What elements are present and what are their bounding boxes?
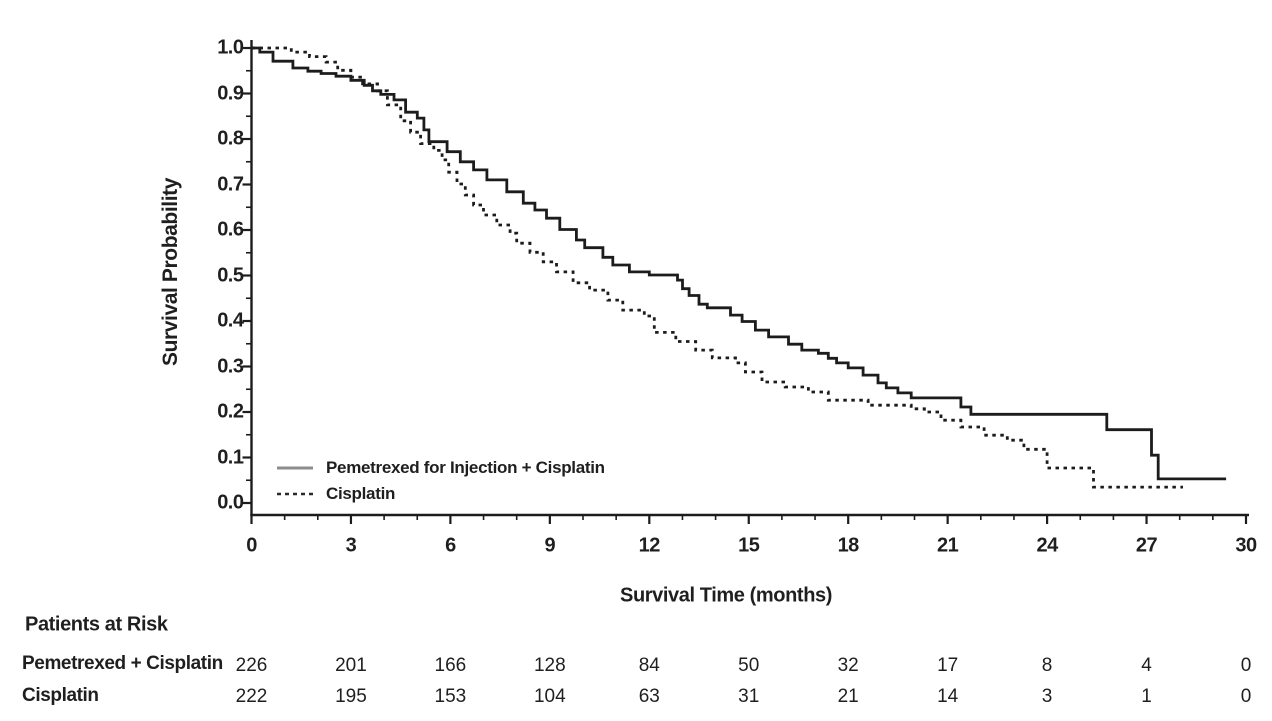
x-tick-label: 27 xyxy=(1135,534,1158,557)
at-risk-row-label-cisplatin: Cisplatin xyxy=(22,685,99,706)
x-tick-label: 0 xyxy=(246,534,257,557)
y-tick-label: 0.4 xyxy=(217,309,244,332)
y-tick-label: 0.7 xyxy=(217,173,244,195)
at-risk-count: 14 xyxy=(937,686,959,707)
dashed-line-sample-icon xyxy=(277,492,313,496)
solid-line-sample-icon xyxy=(277,466,313,470)
x-tick-label: 3 xyxy=(345,534,357,557)
at-risk-row-label-pemetrexed-cisplatin: Pemetrexed + Cisplatin xyxy=(22,653,223,674)
x-tick-label: 30 xyxy=(1235,534,1257,557)
at-risk-count: 153 xyxy=(434,686,467,707)
y-tick-label: 0.5 xyxy=(217,264,244,286)
at-risk-count: 8 xyxy=(1041,655,1053,676)
x-tick-label: 21 xyxy=(937,534,959,557)
at-risk-count: 32 xyxy=(837,655,859,676)
at-risk-count: 4 xyxy=(1141,655,1152,676)
at-risk-count: 63 xyxy=(638,686,660,707)
y-axis-title: Survival Probability xyxy=(159,177,182,367)
at-risk-table-header: Patients at Risk xyxy=(25,613,168,636)
at-risk-count: 195 xyxy=(335,686,367,707)
legend-item-pemetrexed-cisplatin: Pemetrexed for Injection + Cisplatin xyxy=(277,458,605,478)
at-risk-count: 201 xyxy=(335,655,367,676)
y-tick-label: 0.9 xyxy=(217,82,244,104)
survival-curve-cisplatin xyxy=(251,46,1183,489)
at-risk-count: 128 xyxy=(533,655,566,676)
at-risk-count: 17 xyxy=(937,655,959,676)
legend-item-cisplatin: Cisplatin xyxy=(277,484,395,504)
x-tick-label: 18 xyxy=(837,534,860,557)
at-risk-count: 0 xyxy=(1240,686,1252,707)
x-tick-label: 15 xyxy=(738,534,760,557)
y-tick-label: 1.0 xyxy=(217,36,244,59)
at-risk-count: 21 xyxy=(837,686,859,707)
survival-curve-pemetrexed-cisplatin xyxy=(251,46,1227,481)
y-tick-label: 0.8 xyxy=(217,127,244,150)
at-risk-count: 50 xyxy=(738,655,760,676)
at-risk-count: 104 xyxy=(533,686,566,707)
legend-label-cisplatin: Cisplatin xyxy=(326,484,396,503)
y-tick-label: 0.2 xyxy=(217,400,244,423)
at-risk-count: 226 xyxy=(235,655,268,676)
x-tick-label: 24 xyxy=(1036,534,1058,557)
at-risk-count: 0 xyxy=(1240,655,1252,676)
at-risk-count: 166 xyxy=(434,655,467,676)
at-risk-count: 84 xyxy=(638,655,660,676)
x-tick-label: 6 xyxy=(445,534,456,557)
y-tick-label: 0.1 xyxy=(217,446,244,468)
legend-label-pemetrexed-cisplatin: Pemetrexed for Injection + Cisplatin xyxy=(326,458,605,477)
at-risk-count: 31 xyxy=(738,686,760,707)
at-risk-count: 3 xyxy=(1041,686,1053,707)
y-tick-label: 0.0 xyxy=(217,491,244,514)
at-risk-count: 1 xyxy=(1141,686,1152,707)
x-axis-title: Survival Time (months) xyxy=(620,584,832,607)
x-tick-label: 12 xyxy=(638,534,661,557)
at-risk-count: 222 xyxy=(235,686,268,707)
x-tick-label: 9 xyxy=(544,534,556,557)
y-tick-label: 0.6 xyxy=(217,218,244,241)
y-tick-label: 0.3 xyxy=(217,355,244,377)
